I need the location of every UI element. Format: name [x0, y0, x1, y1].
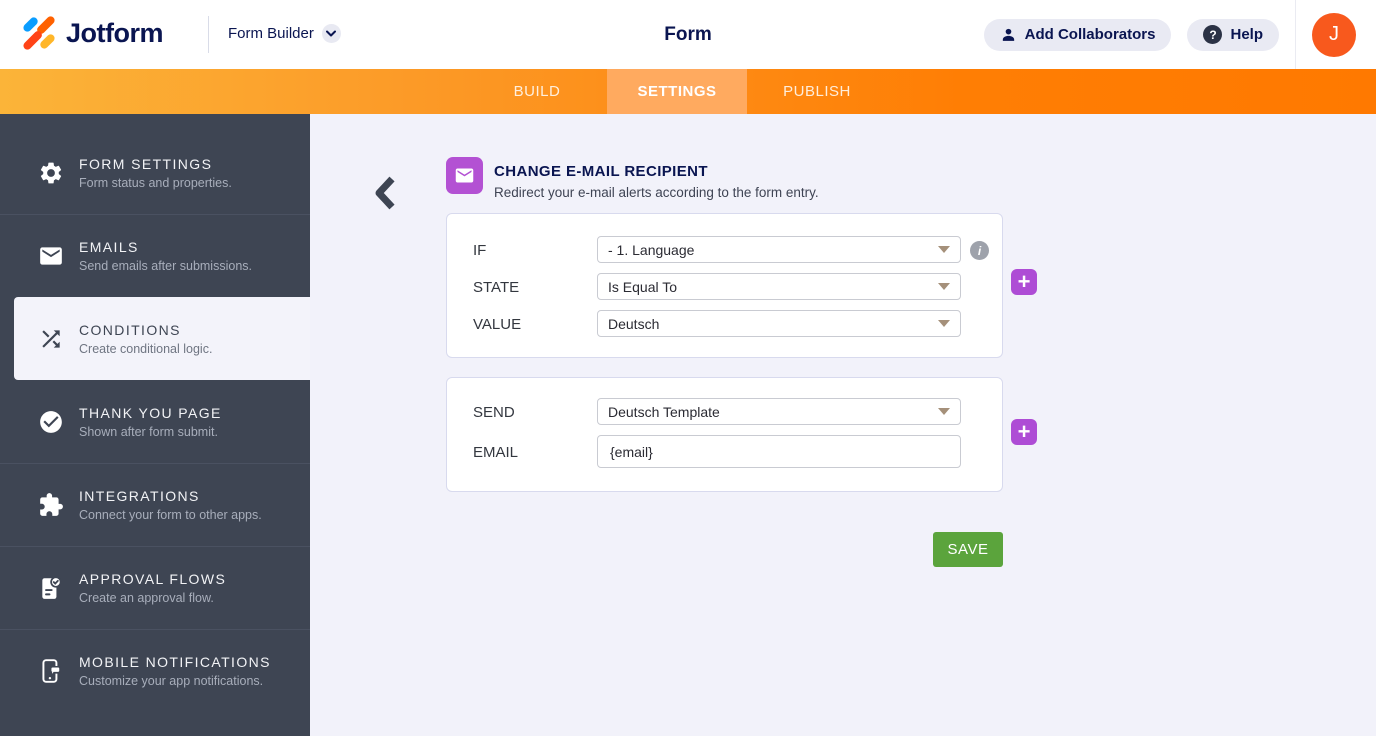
tab-publish[interactable]: PUBLISH: [783, 83, 851, 100]
tab-build[interactable]: BUILD: [513, 83, 561, 100]
header-actions: Add Collaborators ? Help J: [983, 0, 1356, 69]
add-collaborators-button[interactable]: Add Collaborators: [983, 18, 1172, 51]
sidebar-item-description: Create conditional logic.: [79, 341, 213, 356]
action-card: SEND Deutsch Template EMAIL: [446, 377, 1003, 492]
sidebar-item-thank-you-page[interactable]: THANK YOU PAGE Shown after form submit.: [0, 380, 310, 463]
sidebar-item-description: Connect your form to other apps.: [79, 508, 262, 522]
back-button[interactable]: [370, 172, 400, 214]
help-button[interactable]: ? Help: [1187, 18, 1279, 51]
shuffle-icon: [42, 329, 60, 348]
sidebar-item-approval-flows[interactable]: APPROVAL FLOWS Create an approval flow.: [0, 546, 310, 629]
add-action-button[interactable]: +: [1011, 419, 1037, 445]
send-select[interactable]: Deutsch Template: [597, 398, 961, 425]
sidebar-item-label: FORM SETTINGS: [79, 155, 213, 172]
chevron-down-icon: [321, 24, 341, 43]
save-button[interactable]: SAVE: [933, 532, 1003, 567]
sidebar-item-label: THANK YOU PAGE: [79, 404, 222, 421]
tab-settings[interactable]: SETTINGS: [607, 69, 747, 114]
header-divider: [1295, 0, 1296, 69]
if-label: IF: [473, 242, 487, 259]
person-icon: [1002, 28, 1014, 41]
jotform-logo-icon: [23, 16, 55, 50]
approval-doc-icon: [42, 576, 62, 599]
conditions-panel: CHANGE E-MAIL RECIPIENT Redirect your e-…: [310, 114, 1376, 736]
envelope-icon: [40, 247, 62, 265]
condition-card: IF - 1. Language i STATE Is Equal To VAL…: [446, 213, 1003, 358]
info-icon[interactable]: i: [970, 241, 989, 260]
sidebar-item-integrations[interactable]: INTEGRATIONS Connect your form to other …: [0, 463, 310, 546]
add-collaborators-label: Add Collaborators: [1024, 26, 1156, 43]
envelope-icon: [455, 168, 474, 183]
caret-down-icon: [938, 408, 950, 415]
help-label: Help: [1230, 26, 1263, 43]
app-switcher[interactable]: Form Builder: [228, 24, 341, 43]
sidebar-item-description: Send emails after submissions.: [79, 259, 252, 273]
check-circle-icon: [40, 410, 62, 433]
panel-title: CHANGE E-MAIL RECIPIENT: [494, 163, 708, 180]
value-label: VALUE: [473, 316, 522, 333]
settings-sidebar: FORM SETTINGS Form status and properties…: [0, 114, 310, 736]
builder-tabs: BUILD SETTINGS PUBLISH: [467, 69, 887, 114]
mobile-chat-icon: [42, 659, 61, 683]
sidebar-item-mobile-notifications[interactable]: MOBILE NOTIFICATIONS Customize your app …: [0, 629, 310, 712]
caret-down-icon: [938, 246, 950, 253]
question-mark-icon: ?: [1203, 25, 1223, 44]
if-select[interactable]: - 1. Language: [597, 236, 961, 263]
sidebar-item-label: MOBILE NOTIFICATIONS: [79, 654, 271, 670]
value-select[interactable]: Deutsch: [597, 310, 961, 337]
email-condition-icon: [446, 157, 483, 194]
if-select-value: - 1. Language: [608, 241, 695, 258]
puzzle-icon: [40, 493, 63, 516]
user-avatar[interactable]: J: [1312, 12, 1356, 57]
sidebar-item-emails[interactable]: EMAILS Send emails after submissions.: [0, 214, 310, 297]
gear-icon: [40, 162, 62, 183]
sidebar-item-form-settings[interactable]: FORM SETTINGS Form status and properties…: [0, 131, 310, 214]
header-divider: [208, 16, 209, 53]
sidebar-item-conditions[interactable]: CONDITIONS Create conditional logic.: [14, 297, 310, 380]
sidebar-item-label: EMAILS: [79, 239, 139, 255]
sidebar-item-description: Form status and properties.: [79, 175, 232, 190]
sidebar-item-label: CONDITIONS: [79, 321, 181, 338]
app-header: Jotform Form Builder Form Add Collaborat…: [0, 0, 1376, 69]
jotform-logo[interactable]: Jotform: [20, 14, 164, 52]
caret-down-icon: [938, 320, 950, 327]
sidebar-item-label: APPROVAL FLOWS: [79, 571, 227, 587]
app-switcher-label: Form Builder: [228, 25, 314, 42]
sidebar-item-description: Create an approval flow.: [79, 591, 214, 605]
builder-nav-bar: BUILD SETTINGS PUBLISH: [0, 69, 1376, 114]
panel-subtitle: Redirect your e-mail alerts according to…: [494, 185, 819, 200]
caret-down-icon: [938, 283, 950, 290]
sidebar-item-label: INTEGRATIONS: [79, 488, 200, 504]
send-select-value: Deutsch Template: [608, 403, 720, 420]
state-select-value: Is Equal To: [608, 278, 678, 295]
email-label: EMAIL: [473, 444, 519, 461]
send-label: SEND: [473, 404, 515, 421]
value-select-value: Deutsch: [608, 315, 660, 332]
add-condition-button[interactable]: +: [1011, 269, 1037, 295]
email-input[interactable]: [597, 435, 961, 468]
state-select[interactable]: Is Equal To: [597, 273, 961, 300]
jotform-logo-text: Jotform: [66, 17, 164, 48]
chevron-left-icon: [375, 176, 395, 210]
sidebar-item-description: Shown after form submit.: [79, 424, 218, 439]
state-label: STATE: [473, 279, 520, 296]
sidebar-item-description: Customize your app notifications.: [79, 674, 264, 688]
